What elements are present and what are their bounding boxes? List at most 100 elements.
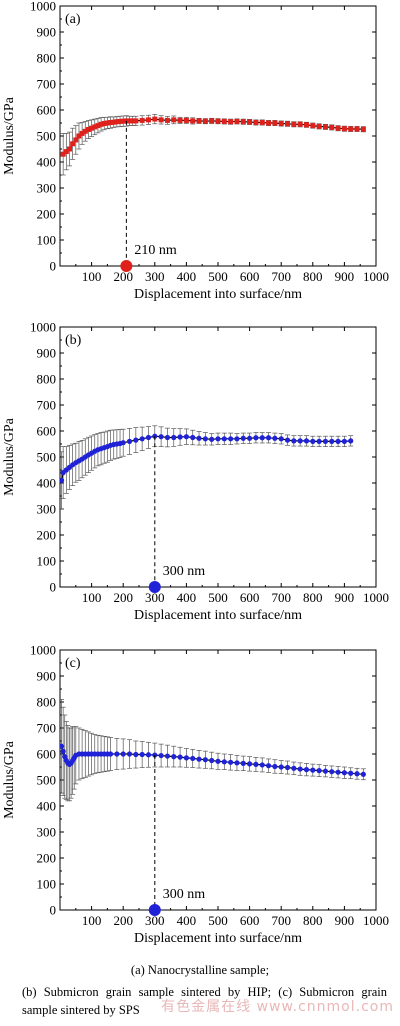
data-point (259, 762, 265, 768)
data-point (70, 141, 76, 147)
data-point (202, 436, 208, 442)
data-point (73, 137, 79, 143)
x-tick-label: 300 (145, 913, 165, 928)
x-tick-label: 600 (240, 590, 260, 605)
data-point (310, 123, 316, 129)
data-point (272, 763, 278, 770)
data-point (297, 438, 303, 444)
data-point (190, 755, 196, 762)
data-point (322, 768, 329, 774)
data-point (190, 434, 196, 441)
data-point (126, 438, 133, 444)
data-point (139, 751, 145, 758)
data-point (297, 766, 303, 772)
data-point (341, 126, 347, 132)
data-point (177, 434, 183, 440)
plot-frame (59, 649, 377, 911)
caption-line-2: (b) Submicron grain sample sintered by H… (22, 985, 387, 1017)
y-tick-label: 400 (37, 799, 57, 814)
data-point (228, 119, 234, 125)
data-point (66, 146, 72, 152)
y-tick-label: 0 (50, 580, 57, 595)
annotation-label: 300 nm (163, 564, 206, 579)
data-point (120, 440, 126, 446)
data-point (234, 436, 240, 442)
y-tick-label: 600 (37, 424, 57, 439)
data-point (297, 121, 303, 127)
panel-label: (b) (65, 333, 82, 348)
data-point (360, 771, 366, 777)
y-tick-label: 900 (37, 669, 57, 684)
data-point (266, 120, 272, 126)
data-point (329, 124, 335, 130)
data-point (139, 436, 145, 442)
data-point (259, 435, 265, 441)
data-point (247, 761, 253, 767)
data-point (60, 477, 65, 483)
data-point (202, 757, 208, 763)
x-tick-label: 600 (240, 913, 260, 928)
y-axis-label: Modulus/GPa (2, 740, 17, 819)
data-point (104, 120, 110, 126)
data-point (291, 438, 297, 444)
data-point (196, 118, 202, 124)
data-point (215, 758, 221, 764)
data-point (139, 117, 145, 123)
data-layer (60, 699, 366, 802)
data-point (221, 436, 227, 442)
y-tick-label: 900 (37, 346, 57, 361)
y-tick-label: 600 (37, 747, 57, 762)
data-point (63, 149, 69, 155)
data-point (228, 436, 234, 442)
y-tick-label: 800 (37, 51, 57, 66)
x-tick-label: 700 (271, 913, 291, 928)
data-point (240, 435, 246, 441)
data-point (259, 119, 265, 125)
data-point (133, 437, 139, 443)
data-point (183, 434, 189, 440)
data-point (209, 436, 215, 442)
x-tick-label: 300 (145, 590, 165, 605)
data-point (158, 752, 164, 759)
x-tick-label: 400 (177, 269, 197, 284)
data-point (127, 118, 133, 124)
data-point (76, 133, 82, 139)
x-tick-label: 200 (113, 913, 133, 928)
data-point (247, 119, 253, 125)
x-tick-label: 600 (240, 269, 260, 284)
data-point (360, 126, 366, 132)
data-point (253, 435, 259, 441)
y-tick-label: 200 (37, 851, 57, 866)
data-point (341, 770, 347, 776)
data-point (221, 118, 227, 124)
data-point (196, 756, 202, 762)
x-tick-label: 500 (208, 590, 228, 605)
data-point (240, 119, 246, 125)
data-point (60, 151, 66, 157)
data-point (335, 125, 341, 131)
x-tick-label: 100 (82, 590, 102, 605)
data-point (284, 437, 291, 443)
data-point (171, 434, 177, 441)
chart-panel-3: 0 100 200 300 400 500 600 700 800 900 1000 100 200 30… (2, 643, 389, 947)
panel-label: (c) (65, 656, 81, 671)
watermark: 有色金属在线 www.cnnmol.com (161, 999, 394, 1015)
annotation-marker (120, 260, 133, 272)
data-point (265, 763, 272, 769)
data-point (322, 124, 328, 130)
data-point (120, 118, 126, 124)
data-point (278, 436, 284, 442)
data-point (303, 122, 309, 128)
data-point (114, 119, 120, 125)
x-tick-label: 900 (335, 590, 355, 605)
y-tick-label: 500 (37, 773, 57, 788)
y-tick-label: 900 (37, 25, 57, 40)
data-point (316, 123, 322, 129)
data-point (183, 117, 189, 123)
data-point (177, 117, 183, 123)
data-point (348, 770, 354, 776)
data-point (303, 438, 310, 444)
data-point (92, 124, 98, 130)
data-point (209, 757, 215, 764)
y-tick-label: 100 (37, 554, 57, 569)
